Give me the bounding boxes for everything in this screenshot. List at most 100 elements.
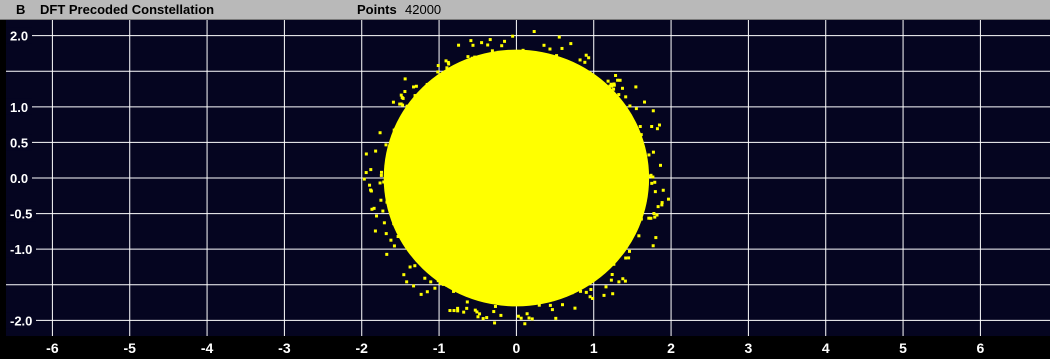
constellation-point [572,139,576,143]
constellation-point [476,250,480,254]
constellation-point [454,126,458,130]
constellation-point [469,165,473,169]
constellation-point [622,211,626,215]
constellation-point [625,154,629,158]
constellation-point [466,196,470,200]
constellation-point [529,202,533,206]
y-tick-label: 2.0 [10,29,28,44]
constellation-point [525,234,529,238]
constellation-point [450,179,454,183]
constellation-point [491,238,495,242]
constellation-point [495,184,499,188]
constellation-point [423,232,427,236]
constellation-point [577,149,581,153]
constellation-point [531,228,535,232]
constellation-point [494,174,498,178]
constellation-point [579,187,583,191]
constellation-point [507,252,511,256]
constellation-point [612,207,616,211]
constellation-point [591,166,595,170]
constellation-point [480,223,484,227]
constellation-point [527,117,531,121]
constellation-point [567,258,571,262]
constellation-point [408,129,412,133]
constellation-point [426,267,430,271]
constellation-point [600,171,604,175]
constellation-point [425,247,429,251]
constellation-point [573,129,577,133]
constellation-point [419,251,423,255]
constellation-point [627,256,631,260]
constellation-point [435,233,439,237]
constellation-point [436,267,440,271]
constellation-point [364,152,368,156]
constellation-point [374,149,378,153]
points-label: Points [357,2,397,17]
constellation-point [547,291,551,295]
constellation-point [452,112,456,116]
constellation-point [526,79,530,83]
constellation-point [608,219,612,223]
constellation-point [472,125,476,129]
constellation-point [499,72,503,76]
constellation-point [508,166,512,170]
constellation-point [623,279,627,283]
constellation-point [500,259,504,263]
constellation-point [475,131,479,135]
constellation-point [492,247,496,251]
constellation-point [558,154,562,158]
constellation-point [466,119,470,123]
constellation-point [539,87,543,91]
constellation-point [528,240,532,244]
constellation-point [417,187,421,191]
constellation-point [404,236,408,240]
constellation-point [552,69,556,73]
constellation-point [533,195,537,199]
constellation-point [575,109,579,113]
constellation-point [529,171,533,175]
constellation-point [561,136,565,140]
constellation-point [430,167,434,171]
constellation-point [575,140,579,144]
constellation-point [503,157,507,161]
constellation-point [503,147,507,151]
constellation-point [486,125,490,129]
constellation-point [575,139,579,143]
constellation-point [449,188,453,192]
constellation-point [579,71,583,75]
constellation-point [442,129,446,133]
constellation-point [542,43,546,47]
constellation-point [494,236,498,240]
constellation-point [538,143,542,147]
constellation-point [491,235,495,239]
constellation-point [568,191,572,195]
constellation-point [389,238,393,242]
constellation-point [589,78,593,82]
constellation-point [423,276,427,280]
constellation-point [546,219,550,223]
constellation-point [618,78,622,82]
constellation-point [571,207,575,211]
constellation-point [519,257,523,261]
constellation-point [412,214,416,218]
constellation-point [551,271,555,275]
constellation-point [484,107,488,111]
constellation-point [535,195,539,199]
constellation-point [506,135,510,139]
constellation-point [596,271,600,275]
constellation-point [599,263,603,267]
constellation-point [611,135,615,139]
constellation-point [588,73,592,77]
constellation-point [454,178,458,182]
constellation-point [477,74,481,78]
constellation-point [504,177,508,181]
constellation-point [472,136,476,140]
constellation-point [612,83,616,87]
constellation-point [428,85,432,89]
constellation-point [506,254,510,258]
constellation-point [629,170,633,174]
constellation-point [582,178,586,182]
constellation-point [480,197,484,201]
constellation-point [505,210,509,214]
